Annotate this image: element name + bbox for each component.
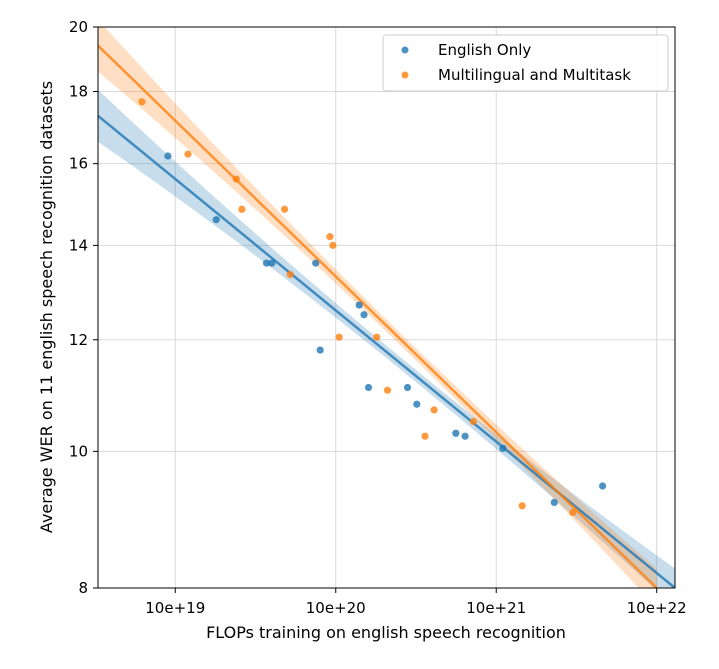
data-point-english-only xyxy=(461,432,469,440)
confidence-band-multilingual xyxy=(98,27,657,588)
data-point-english-only xyxy=(262,259,271,267)
y-tick-label: 18 xyxy=(69,83,88,101)
data-point-english-only xyxy=(268,259,276,267)
data-point-english-only xyxy=(360,311,368,319)
y-tick-label: 20 xyxy=(69,18,88,36)
data-point-multilingual xyxy=(430,406,438,414)
data-point-multilingual xyxy=(184,150,192,158)
y-tick-label: 16 xyxy=(69,155,88,173)
data-point-english-only xyxy=(403,383,412,392)
data-point-english-only xyxy=(452,429,460,437)
data-point-english-only xyxy=(499,444,507,452)
data-point-multilingual xyxy=(569,508,577,517)
plot-frame xyxy=(97,26,676,589)
legend-label-english-only: English Only xyxy=(438,41,531,59)
y-axis-label: Average WER on 11 english speech recogni… xyxy=(37,81,56,533)
legend: English Only Multilingual and Multitask xyxy=(382,34,669,92)
axis-ticks: 10e+19 10e+20 10e+21 10e+22 8 10 12 14 16 18 20 xyxy=(69,18,687,617)
x-tick-label: 10e+22 xyxy=(627,599,687,617)
data-point-multilingual xyxy=(238,205,246,213)
data-point-multilingual xyxy=(518,502,526,510)
data-point-english-only xyxy=(364,383,373,392)
grid-lines xyxy=(98,26,675,589)
data-points xyxy=(138,98,607,517)
data-point-english-only xyxy=(164,152,172,160)
y-tick-label: 14 xyxy=(69,236,88,254)
data-point-english-only xyxy=(355,301,363,309)
x-axis-label: FLOPs training on english speech recogni… xyxy=(206,623,566,642)
data-point-multilingual xyxy=(280,205,289,213)
x-tick-label: 10e+20 xyxy=(306,599,366,617)
data-point-multilingual xyxy=(286,270,294,279)
data-point-multilingual xyxy=(329,241,337,249)
legend-marker-english-only xyxy=(401,46,409,54)
data-point-multilingual xyxy=(373,333,381,341)
legend-box xyxy=(382,34,669,92)
data-point-english-only xyxy=(312,259,320,267)
y-tick-label: 8 xyxy=(78,579,88,597)
data-point-english-only xyxy=(413,400,421,408)
data-point-english-only xyxy=(550,498,558,507)
data-point-multilingual xyxy=(383,386,392,394)
confidence-band-english-only xyxy=(98,89,675,588)
data-point-multilingual xyxy=(421,432,429,440)
data-point-english-only xyxy=(316,346,324,354)
y-tick-label: 12 xyxy=(69,331,88,349)
fit-lines xyxy=(98,44,675,588)
data-point-english-only xyxy=(212,216,220,224)
confidence-bands xyxy=(98,27,675,588)
legend-label-multilingual: Multilingual and Multitask xyxy=(438,66,631,84)
fit-line-multilingual xyxy=(98,44,658,588)
x-tick-label: 10e+19 xyxy=(145,599,205,617)
data-point-multilingual xyxy=(326,233,334,241)
x-tick-label: 10e+21 xyxy=(466,599,526,617)
data-point-multilingual xyxy=(335,333,343,341)
data-point-english-only xyxy=(598,482,607,490)
data-point-multilingual xyxy=(138,98,146,106)
data-point-multilingual xyxy=(469,417,477,426)
data-point-multilingual xyxy=(232,175,240,183)
legend-marker-multilingual xyxy=(401,71,409,79)
fit-line-english-only xyxy=(98,114,675,588)
y-tick-label: 10 xyxy=(69,442,88,460)
